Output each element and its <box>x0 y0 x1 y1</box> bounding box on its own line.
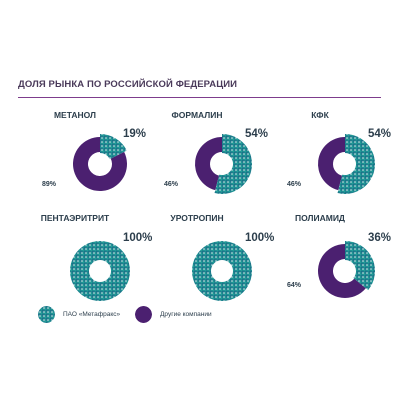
legend-swatch-other <box>135 305 152 323</box>
donut-urotropin <box>191 241 252 301</box>
chart-title-kfk: КФК <box>311 110 329 120</box>
chart-cell-polyamide: ПОЛИАМИД 36% 64% <box>287 213 400 327</box>
value-label-metafrax-pentaerythritol: 100% <box>123 232 153 244</box>
legend-swatch-metafrax-shape <box>38 305 55 323</box>
value-label-other-formalin: 46% <box>164 181 179 188</box>
legend-item-metafrax: ПАО «Метафракс» <box>38 304 120 324</box>
slice-other-polyamide <box>318 244 366 298</box>
legend-label-other: Другие компании <box>160 310 212 318</box>
title-underline <box>18 97 381 98</box>
chart-cell-urotropin: УРОТРОПИН 100% <box>167 213 277 327</box>
slice-metafrax-polyamide <box>345 241 375 291</box>
chart-title-formalin: ФОРМАЛИН <box>171 110 223 120</box>
legend-item-other: Другие компании <box>135 304 212 324</box>
chart-cell-pentaerythritol: ПЕНТАЭРИТРИТ 100% <box>41 213 155 327</box>
chart-cell-kfk: КФК 54% 46% <box>287 110 400 210</box>
slice-other-kfk <box>318 137 345 191</box>
chart-cell-metanol: МЕТАНОЛ 19% 89% <box>42 110 155 210</box>
legend-swatch-metafrax <box>38 305 55 323</box>
value-label-metafrax-metanol: 19% <box>123 128 147 140</box>
chart-title-metanol: МЕТАНОЛ <box>53 110 97 120</box>
value-label-other-kfk: 46% <box>287 181 302 188</box>
chart-title: ДОЛЯ РЫНКА ПО РОССИЙСКОЙ ФЕДЕРАЦИИ <box>18 79 238 90</box>
slice-other-formalin <box>195 137 222 191</box>
value-label-metafrax-formalin: 54% <box>245 128 269 140</box>
value-label-metafrax-kfk: 54% <box>368 128 392 140</box>
slice-metafrax-metanol <box>100 134 127 160</box>
donut-pentaerythritol <box>69 241 130 301</box>
value-label-other-metanol: 89% <box>42 181 57 188</box>
chart-cell-formalin: ФОРМАЛИН 54% 46% <box>164 110 277 210</box>
donut-formalin <box>195 134 252 194</box>
chart-title-urotropin: УРОТРОПИН <box>170 213 224 223</box>
slice-metafrax-urotropin <box>191 241 252 301</box>
donut-kfk <box>318 134 375 194</box>
slice-metafrax-formalin <box>214 134 252 194</box>
chart-title-pentaerythritol: ПЕНТАЭРИТРИТ <box>40 213 110 223</box>
slice-metafrax-pentaerythritol <box>69 241 130 301</box>
legend-label-metafrax: ПАО «Метафракс» <box>63 310 121 318</box>
chart-title-polyamide: ПОЛИАМИД <box>295 213 345 223</box>
donut-polyamide <box>318 241 375 298</box>
value-label-other-polyamide: 64% <box>287 282 302 289</box>
donut-metanol <box>73 134 127 191</box>
legend-swatch-other-shape <box>135 305 152 323</box>
slice-metafrax-kfk <box>337 134 375 194</box>
value-label-metafrax-polyamide: 36% <box>368 232 392 244</box>
slice-other-metanol <box>73 137 127 191</box>
value-label-metafrax-urotropin: 100% <box>245 232 275 244</box>
